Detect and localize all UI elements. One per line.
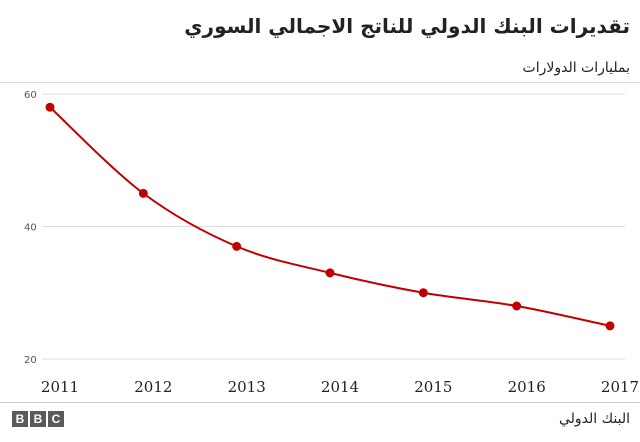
y-tick-labels: 20 40 60	[24, 90, 37, 366]
x-tick-label: 2016	[508, 378, 546, 396]
x-tick-label: 2014	[321, 378, 359, 396]
data-point	[45, 102, 55, 112]
x-tick-label: 2017	[601, 378, 639, 396]
x-tick-label: 2012	[134, 378, 172, 396]
data-point	[138, 188, 148, 198]
y-tick-label: 60	[24, 90, 37, 101]
data-point	[605, 321, 615, 331]
x-tick-label: 2011	[41, 378, 79, 396]
data-point	[232, 241, 242, 251]
bbc-logo-letter: B	[12, 411, 28, 427]
x-tick-label: 2013	[228, 378, 266, 396]
footer-divider	[0, 402, 640, 403]
grid-layer	[42, 93, 625, 360]
data-point	[512, 301, 522, 311]
bbc-logo-letter: B	[30, 411, 46, 427]
x-tick-label: 2015	[414, 378, 452, 396]
bbc-logo: B B C	[12, 411, 64, 427]
line-chart: 20 40 60 2011 2012 2013 2014 2015 2016 2017	[24, 90, 639, 396]
bbc-logo-letter: C	[48, 411, 64, 427]
data-points	[45, 102, 615, 331]
x-tick-labels: 2011 2012 2013 2014 2015 2016 2017	[41, 378, 639, 396]
data-point	[418, 288, 428, 298]
header-divider	[0, 82, 640, 83]
source-label: البنك الدولي	[558, 411, 630, 427]
chart-title: تقديرات البنك الدولي للناتج الاجمالي الس…	[184, 14, 630, 38]
data-point	[325, 268, 335, 278]
series-line-layer	[49, 106, 611, 327]
y-axis-unit-label: بمليارات الدولارات	[522, 60, 630, 76]
y-tick-label: 40	[24, 223, 37, 234]
series-line	[49, 106, 611, 327]
y-tick-label: 20	[24, 355, 37, 366]
